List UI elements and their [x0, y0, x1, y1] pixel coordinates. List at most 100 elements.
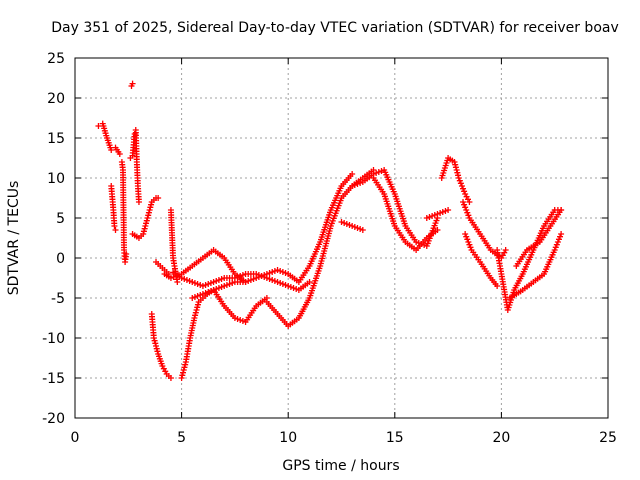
data-point-fill [439, 209, 446, 215]
data-point [210, 287, 217, 293]
data-point-fill [170, 274, 177, 280]
y-tick-label: 0 [56, 251, 65, 267]
data-point [231, 315, 238, 321]
x-axis-label: GPS time / hours [282, 458, 399, 474]
data-point-fill [426, 214, 433, 220]
data-point [116, 151, 123, 157]
plot-frame [74, 57, 609, 419]
data-point-fill [197, 292, 204, 298]
data-point [263, 271, 270, 277]
x-tick-label: 5 [177, 430, 186, 446]
data-point [558, 231, 565, 237]
data-point [423, 215, 430, 221]
data-point-fill [463, 207, 470, 213]
data-point-fill [223, 282, 230, 288]
data-point-fill [183, 277, 190, 283]
data-point-fill [269, 269, 276, 275]
data-point-fill [226, 281, 233, 287]
data-point [494, 283, 501, 289]
data-point-fill [452, 161, 459, 168]
y-tick-label: 25 [47, 51, 65, 67]
data-point-fill [465, 212, 472, 219]
data-point [434, 211, 441, 217]
data-point [285, 283, 292, 289]
data-point-fill [173, 273, 180, 279]
data-point [359, 227, 366, 233]
x-tick-label: 10 [279, 430, 297, 446]
data-point-fill [357, 180, 364, 186]
data-point-fill [351, 182, 358, 188]
y-tick-label: -20 [42, 411, 65, 427]
data-point-fill [454, 169, 461, 176]
data-point-fill [437, 210, 444, 216]
y-tick-label: -5 [51, 291, 65, 307]
data-point-fill [194, 293, 201, 299]
data-point [221, 283, 228, 289]
data-point [131, 131, 138, 137]
data-point [434, 227, 441, 233]
data-point-fill [255, 274, 262, 280]
x-tick-label: 20 [492, 430, 510, 446]
data-point [153, 343, 160, 349]
data-point [466, 199, 473, 205]
data-point-fill [147, 204, 154, 211]
chart-title: Day 351 of 2025, Sidereal Day-to-day VTE… [51, 20, 619, 36]
data-point-fill [465, 239, 472, 245]
y-tick-label: 20 [47, 91, 65, 107]
data-point-fill [143, 217, 150, 224]
data-point-fill [205, 281, 212, 287]
data-point-fill [290, 285, 297, 291]
data-point-fill [462, 204, 469, 211]
tick-labels: 0 5 10 15 20 25 -20 -15 -10 -5 0 5 10 15 20 25 [42, 51, 617, 446]
data-point [274, 279, 281, 285]
y-tick-label: 15 [47, 131, 65, 147]
data-point-fill [207, 280, 214, 286]
data-point-fill [194, 304, 201, 311]
data-point-fill [269, 277, 276, 283]
data-point [338, 219, 345, 225]
data-point-fill [555, 236, 562, 243]
data-point-fill [282, 270, 289, 276]
data-point-fill [287, 284, 294, 290]
data-point-fill [354, 181, 361, 187]
data-point-fill [145, 212, 152, 219]
grid [74, 57, 609, 419]
data-point-fill [143, 220, 150, 227]
data-point-fill [218, 276, 225, 282]
data-point-fill [215, 277, 222, 283]
data-point [460, 199, 467, 205]
data-point [123, 251, 130, 257]
data-point [129, 80, 136, 87]
data-point-fill [461, 188, 468, 195]
data-point-fill [463, 233, 470, 240]
data-point-fill [218, 284, 225, 290]
y-tick-label: 5 [56, 211, 65, 227]
data-point-fill [460, 185, 467, 192]
data-marks [95, 80, 565, 381]
data-point-fill [180, 367, 187, 373]
x-tick-label: 0 [71, 430, 80, 446]
y-tick-label: 10 [47, 171, 65, 187]
data-point-fill [234, 316, 241, 322]
data-point-fill [142, 223, 149, 229]
data-point-fill [266, 270, 273, 276]
data-point-fill [271, 278, 278, 284]
data-point-fill [239, 318, 246, 324]
data-point [306, 279, 313, 285]
x-tick-label: 15 [386, 430, 404, 446]
data-point [551, 247, 558, 253]
data-point-fill [461, 201, 468, 208]
data-point-fill [279, 269, 286, 275]
data-point-fill [455, 172, 462, 179]
data-point-fill [202, 290, 209, 296]
data-point-fill [457, 180, 464, 187]
data-point-fill [192, 309, 199, 316]
data-point [274, 267, 281, 273]
data-point [199, 283, 206, 289]
data-point [462, 231, 469, 237]
data-point-fill [277, 268, 284, 274]
data-point-fill [213, 278, 220, 284]
data-point [349, 183, 356, 189]
data-point-fill [153, 345, 160, 352]
data-point-fill [140, 228, 147, 235]
